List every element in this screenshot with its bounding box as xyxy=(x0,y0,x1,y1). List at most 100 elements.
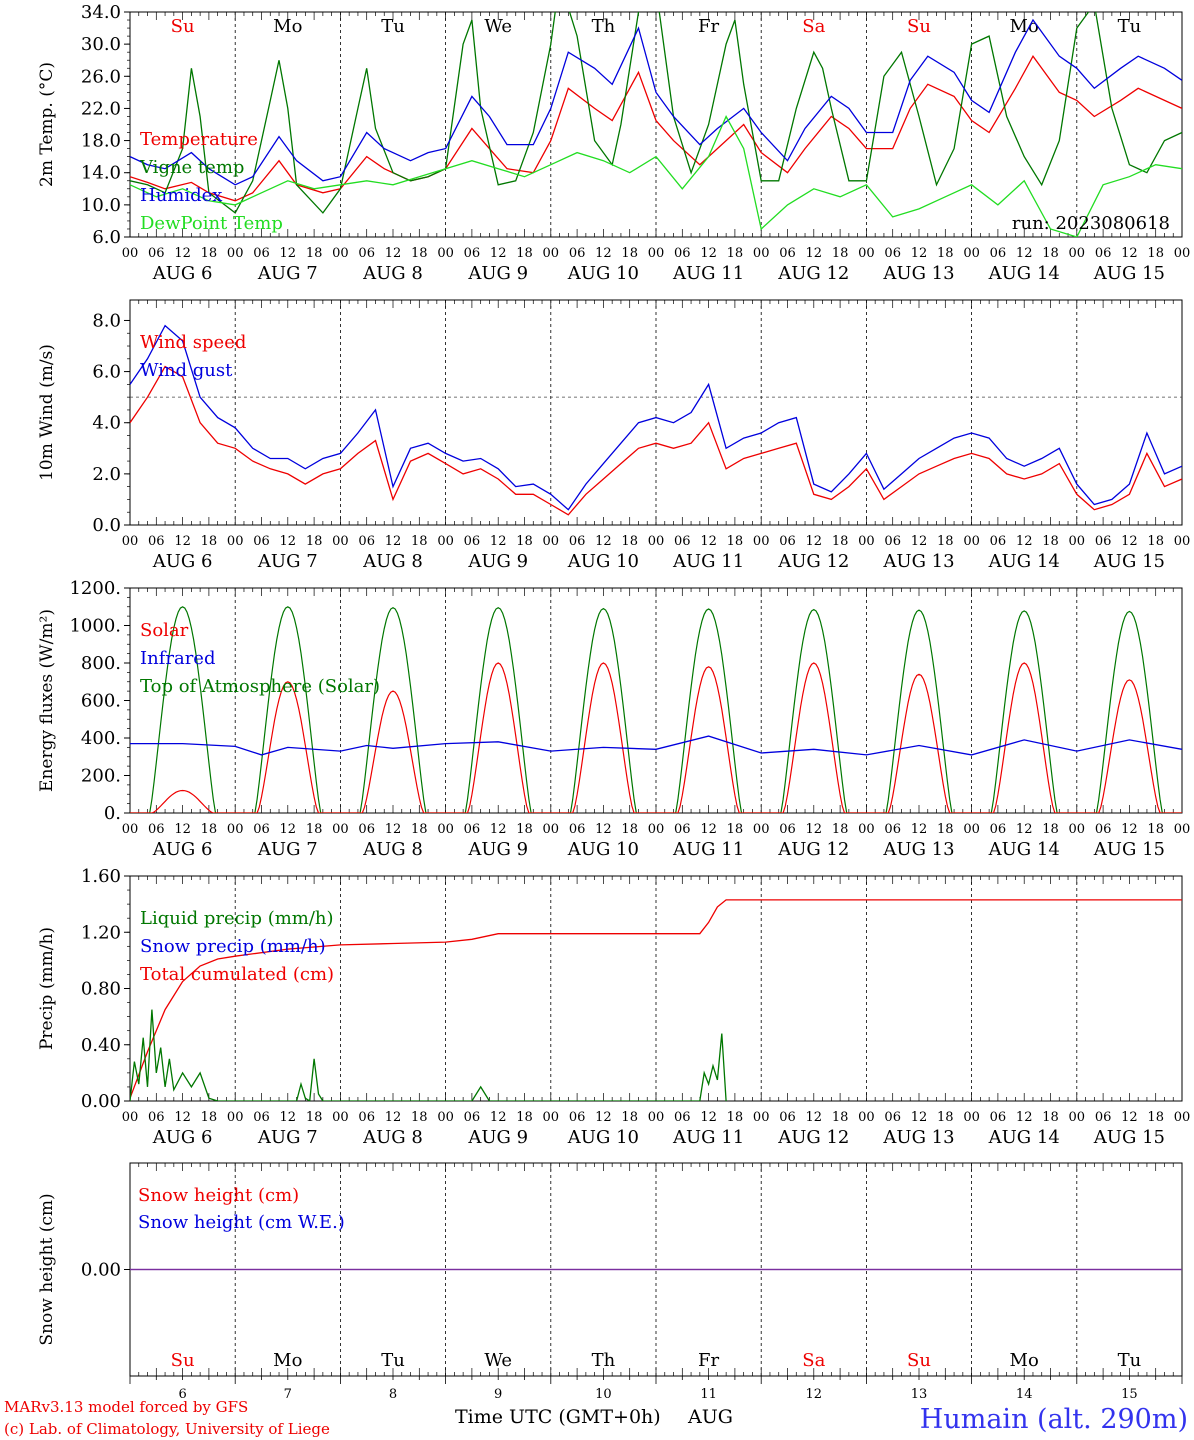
date-label: AUG 10 xyxy=(567,1127,639,1148)
y-tick-label: 800. xyxy=(81,653,121,674)
hour-label: 06 xyxy=(358,534,375,549)
date-label: AUG 6 xyxy=(152,839,213,860)
date-label: AUG 12 xyxy=(777,1127,849,1148)
hour-label: 12 xyxy=(1016,1110,1033,1125)
month-label: AUG xyxy=(687,1406,733,1428)
legend-entry: DewPoint Temp xyxy=(140,213,283,234)
hour-label: 18 xyxy=(201,1110,218,1125)
hour-label: 00 xyxy=(332,534,349,549)
day-number-label: 7 xyxy=(284,1387,292,1402)
legend-entry: Wind speed xyxy=(140,332,246,353)
weekday-label: Su xyxy=(171,1350,195,1371)
hour-label: 12 xyxy=(595,246,612,261)
hour-label: 12 xyxy=(490,534,507,549)
hour-label: 12 xyxy=(1016,822,1033,837)
date-label: AUG 7 xyxy=(257,839,318,860)
legend-entry: Wind gust xyxy=(140,360,233,381)
date-label: AUG 9 xyxy=(467,839,528,860)
hour-label: 06 xyxy=(990,822,1007,837)
model-credit: MARv3.13 model forced by GFS xyxy=(4,1398,248,1416)
hour-label: 06 xyxy=(253,534,270,549)
weekday-label: Sa xyxy=(802,16,825,37)
hour-label: 00 xyxy=(963,246,980,261)
hour-label: 12 xyxy=(385,246,402,261)
hour-label: 18 xyxy=(1042,822,1059,837)
legend-entry: Humidex xyxy=(140,185,222,206)
y-tick-label: 0.0 xyxy=(92,515,121,536)
hour-label: 06 xyxy=(884,246,901,261)
hour-label: 12 xyxy=(385,534,402,549)
date-label: AUG 7 xyxy=(257,1127,318,1148)
hour-label: 12 xyxy=(280,822,297,837)
weekday-label: We xyxy=(484,16,512,37)
hour-label: 06 xyxy=(464,534,481,549)
legend-entry: Snow height (cm) xyxy=(138,1185,299,1206)
hour-label: 18 xyxy=(1042,1110,1059,1125)
date-label: AUG 8 xyxy=(362,551,423,572)
hour-label: 06 xyxy=(253,246,270,261)
hour-label: 00 xyxy=(753,246,770,261)
hour-label: 18 xyxy=(1147,534,1164,549)
hour-label: 12 xyxy=(385,822,402,837)
hour-label: 06 xyxy=(569,246,586,261)
series-line-total-cumulated-cm- xyxy=(130,899,1182,1099)
panel-5: 0.00 Snow height (cm) Su Mo Tu We Th Fr Sa Su Mo Tu… xyxy=(37,1162,1183,1402)
hour-label: 00 xyxy=(858,1110,875,1125)
date-label: AUG 12 xyxy=(777,551,849,572)
day-number-label: 12 xyxy=(806,1387,823,1402)
y-tick-label: 34.0 xyxy=(81,2,121,23)
hour-label: 12 xyxy=(490,246,507,261)
hour-label: 00 xyxy=(543,534,560,549)
hour-label: 18 xyxy=(201,246,218,261)
hour-label: 06 xyxy=(569,822,586,837)
y-tick-label: 400. xyxy=(81,728,121,749)
date-label: AUG 6 xyxy=(152,263,213,284)
y-tick-label: 10.0 xyxy=(81,195,121,216)
date-label: AUG 13 xyxy=(882,263,954,284)
hour-label: 00 xyxy=(858,246,875,261)
date-label: AUG 10 xyxy=(567,263,639,284)
hour-label: 06 xyxy=(358,246,375,261)
weekday-label: Mo xyxy=(1010,1350,1039,1371)
hour-label: 12 xyxy=(911,822,928,837)
y-tick-label: 0.00 xyxy=(81,1260,121,1281)
lab-credit: (c) Lab. of Climatology, University of L… xyxy=(4,1420,330,1438)
weekday-label: Mo xyxy=(273,1350,302,1371)
plot-area xyxy=(130,606,1182,813)
day-number-label: 14 xyxy=(1016,1387,1033,1402)
hour-label: 00 xyxy=(858,822,875,837)
hour-label: 00 xyxy=(858,534,875,549)
hour-label: 12 xyxy=(385,1110,402,1125)
hour-label: 18 xyxy=(621,1110,638,1125)
series-line-temperature xyxy=(130,54,1182,202)
legend-entry: Solar xyxy=(140,620,189,641)
weekday-label: Tu xyxy=(1118,1350,1142,1371)
hour-label: 00 xyxy=(1174,1110,1191,1125)
hour-label: 06 xyxy=(358,1110,375,1125)
station-title: Humain (alt. 290m) xyxy=(920,1404,1188,1435)
hour-label: 12 xyxy=(806,822,823,837)
y-axis-title: Precip (mm/h) xyxy=(37,927,57,1050)
y-tick-label: 0.00 xyxy=(81,1091,121,1112)
hour-label: 12 xyxy=(280,534,297,549)
weekday-label: Su xyxy=(907,1350,931,1371)
hour-label: 00 xyxy=(122,246,139,261)
hour-label: 06 xyxy=(674,1110,691,1125)
date-label: AUG 13 xyxy=(882,551,954,572)
weekday-label: Sa xyxy=(802,1350,825,1371)
date-label: AUG 14 xyxy=(988,839,1060,860)
hour-label: 18 xyxy=(621,534,638,549)
hour-label: 18 xyxy=(1042,534,1059,549)
y-tick-label: 6.0 xyxy=(92,227,121,248)
weekday-label: Tu xyxy=(381,1350,405,1371)
hour-label: 12 xyxy=(806,534,823,549)
hour-label: 18 xyxy=(832,246,849,261)
hour-label: 00 xyxy=(437,822,454,837)
plot-area xyxy=(130,899,1182,1101)
hour-label: 00 xyxy=(543,822,560,837)
hour-label: 00 xyxy=(648,1110,665,1125)
hour-label: 06 xyxy=(1095,822,1112,837)
series-line-wind-speed xyxy=(130,365,1182,516)
hour-label: 18 xyxy=(306,534,323,549)
hour-label: 06 xyxy=(674,534,691,549)
